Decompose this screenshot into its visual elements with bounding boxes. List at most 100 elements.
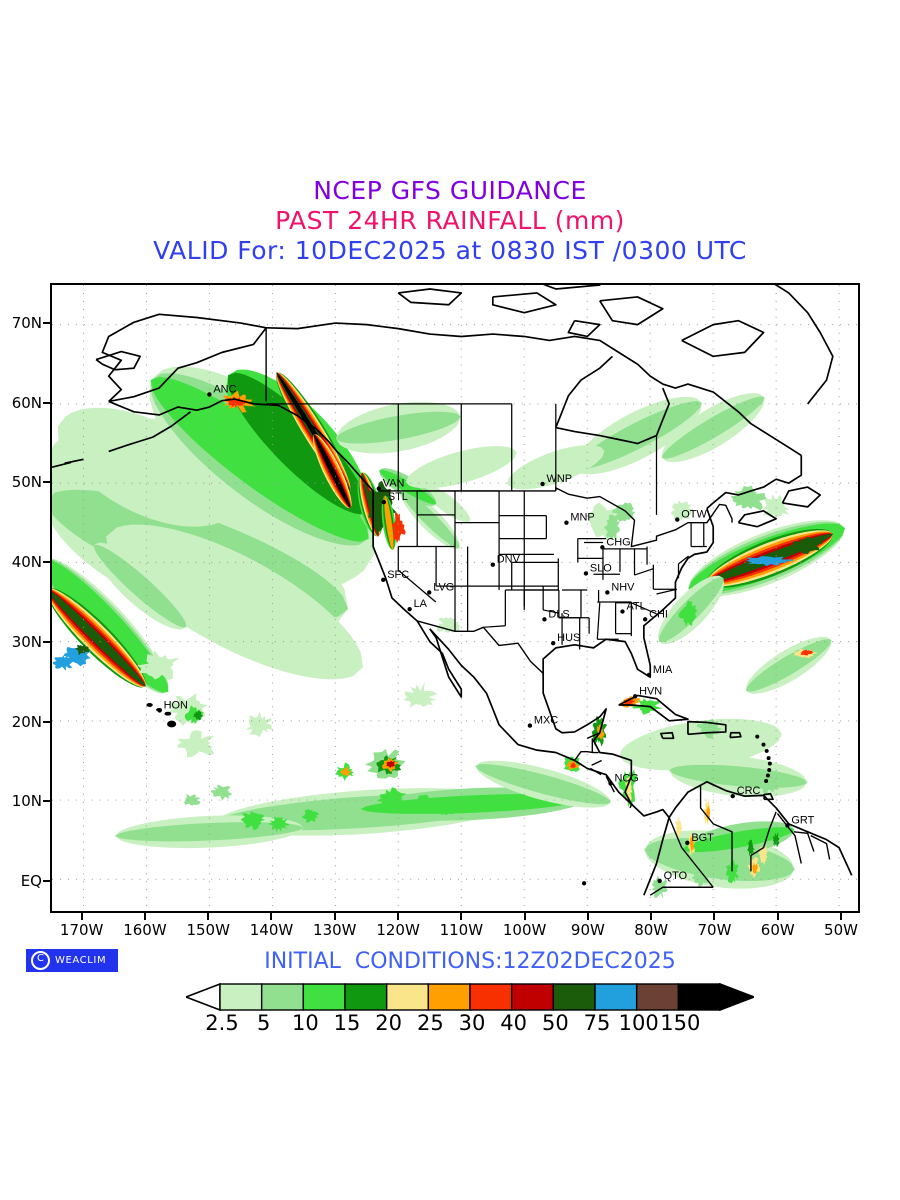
city-marker: DLS	[542, 608, 570, 622]
rainfall-contour	[177, 730, 215, 758]
x-axis-tick-label: 90W	[570, 921, 605, 939]
rainfall-contour	[376, 787, 408, 809]
x-axis-tick	[713, 913, 716, 920]
rainfall-contour	[436, 616, 460, 633]
city-label: GRT	[791, 814, 814, 826]
colorbar-swatch	[344, 983, 388, 1011]
coastline	[774, 285, 834, 405]
weaclim-logo: C WEACLIM	[26, 949, 118, 972]
rainfall-contour	[682, 827, 795, 853]
x-axis-tick-label: 80W	[634, 921, 669, 939]
state-border	[631, 602, 657, 615]
hawaii-island	[167, 720, 177, 728]
x-axis-tick-label: 50W	[824, 921, 858, 939]
coastline	[101, 313, 267, 403]
x-axis-tick	[397, 913, 400, 920]
city-label: NCG	[615, 772, 639, 784]
city-label: CHG	[606, 536, 630, 548]
political-border	[591, 759, 602, 766]
chart-subtitle: PAST 24HR RAINFALL (mm)	[275, 206, 625, 235]
y-axis-tick	[43, 720, 50, 723]
coastline	[567, 319, 601, 338]
rainfall-contour	[302, 809, 320, 823]
coastline	[491, 292, 557, 314]
city-marker: QTO	[657, 870, 687, 884]
rainfall-contour	[75, 644, 90, 656]
rainfall-contour	[313, 434, 351, 509]
city-marker: MXC	[527, 715, 558, 728]
city-marker: NHV	[605, 581, 635, 595]
colorbar-tick-label: 150	[660, 1011, 701, 1035]
city-dot	[427, 590, 432, 595]
rainfall-contour	[670, 500, 693, 521]
rainfall-contour	[412, 794, 436, 812]
city-label: ANC	[213, 383, 236, 395]
city-label: SFC	[387, 569, 409, 581]
rainfall-contour	[745, 556, 794, 567]
colorbar-swatch	[385, 983, 430, 1011]
political-border	[793, 831, 815, 852]
rainfall-map[interactable]: ANC VAN STL SFC LVG LA DNV DLS HUS MNP WNP CHG SLO NH…	[50, 283, 860, 913]
political-border	[649, 886, 714, 896]
colorbar-swatch	[469, 983, 513, 1011]
x-axis-tick-label: 120W	[376, 921, 420, 939]
x-axis-tick-label: 150W	[186, 921, 230, 939]
coastline	[781, 486, 822, 508]
political-border	[810, 835, 831, 860]
city-dot	[540, 481, 545, 487]
x-axis-tick	[776, 913, 779, 920]
city-marker: CHG	[600, 536, 631, 550]
city-label: VAN	[383, 478, 405, 490]
x-axis-tick	[523, 913, 526, 920]
political-border	[555, 487, 733, 548]
y-axis-tick-label: 30N	[11, 632, 42, 651]
rainfall-contour	[438, 799, 460, 816]
rainfall-contour	[755, 772, 779, 795]
coastline	[108, 411, 192, 453]
city-label: ATL	[626, 601, 645, 613]
rainfall-contour	[339, 767, 352, 776]
city-dot	[657, 878, 662, 884]
rainfall-contour	[57, 407, 236, 527]
coastline	[397, 288, 463, 306]
rainfall-contour	[193, 710, 203, 721]
political-border	[668, 817, 714, 888]
x-axis-tick-label: 160W	[123, 921, 167, 939]
city-dot	[407, 606, 412, 612]
weaclim-label: WEACLIM	[55, 955, 107, 966]
x-axis-tick	[80, 913, 83, 920]
city-dot	[583, 571, 589, 576]
y-axis-tick-label: 50N	[11, 473, 42, 492]
city-label: MIA	[653, 664, 673, 676]
y-axis-tick	[43, 880, 50, 883]
city-label: MXC	[534, 715, 558, 727]
y-axis-tick	[43, 481, 50, 484]
rainfall-contour	[52, 591, 146, 687]
x-axis-tick-label: 140W	[249, 921, 294, 939]
island-marker	[755, 734, 760, 739]
city-marker: LA	[407, 598, 428, 612]
city-label: LA	[414, 598, 428, 610]
political-border	[590, 767, 602, 776]
hawaii-island	[164, 711, 172, 716]
rainfall-contour	[761, 494, 790, 519]
coastline	[660, 731, 675, 740]
rainfall-contour	[137, 650, 180, 681]
hawaii-island	[146, 702, 153, 707]
rainfall-contour	[573, 401, 702, 470]
rainfall-contour	[675, 816, 682, 841]
city-label: NHV	[611, 581, 635, 593]
rainfall-contour	[183, 793, 201, 806]
city-marker: CRC	[730, 785, 761, 799]
rainfall-contour	[622, 698, 636, 706]
city-dot	[685, 840, 690, 846]
x-axis-tick-label: 60W	[760, 921, 795, 939]
y-axis-tick-label: 40N	[11, 553, 42, 572]
city-label: CRC	[737, 785, 761, 797]
political-border	[586, 732, 601, 739]
rainfall-contour	[240, 811, 266, 831]
x-axis-tick-label: 110W	[439, 921, 484, 939]
city-marker: STL	[381, 491, 408, 505]
island-marker	[767, 761, 772, 766]
